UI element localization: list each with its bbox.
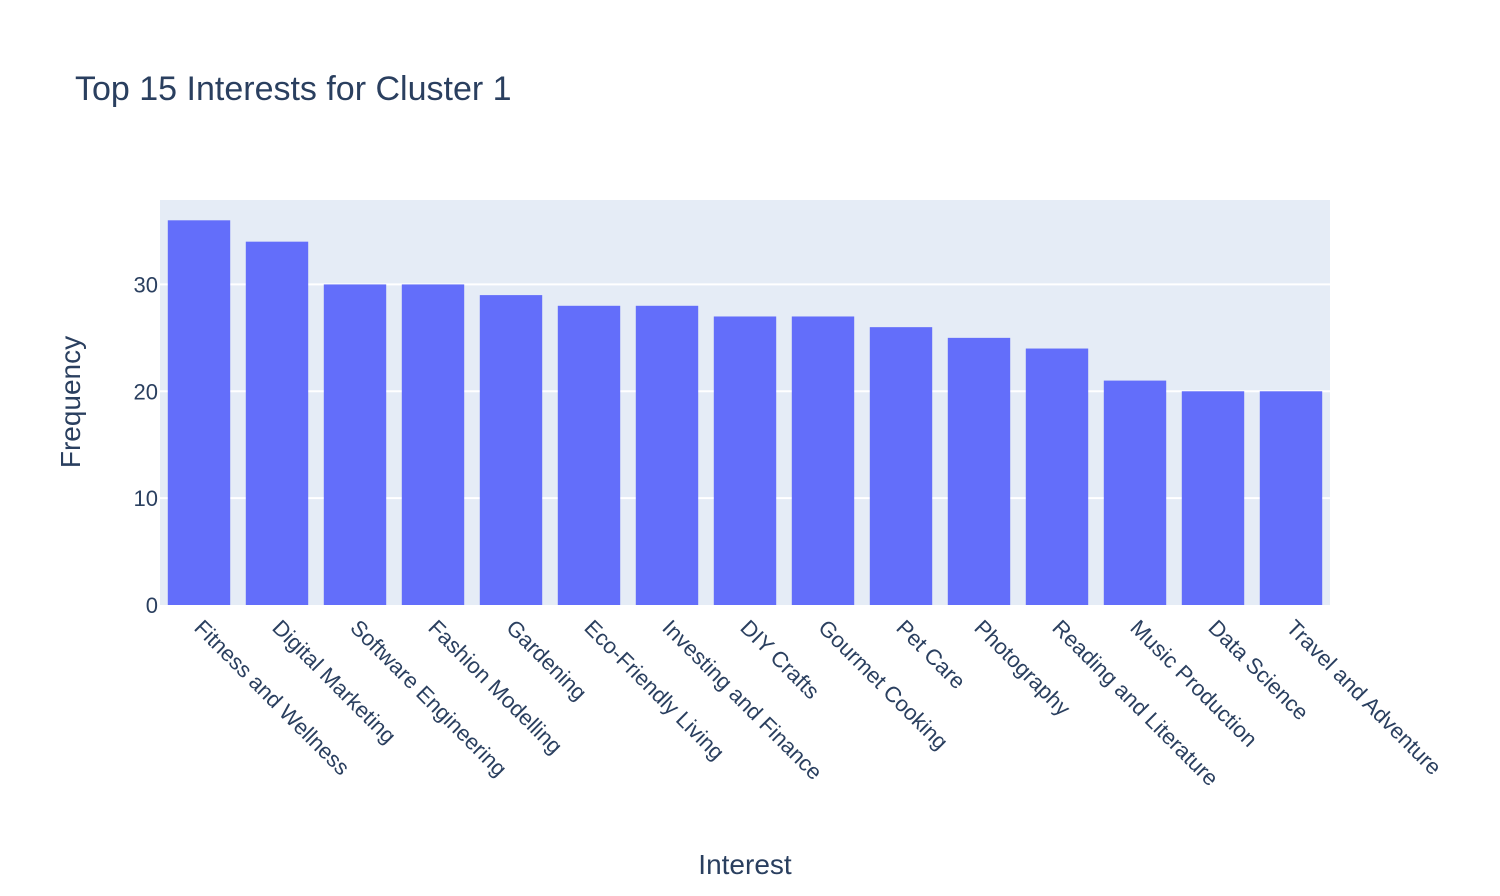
y-tick-label: 20 — [134, 379, 158, 404]
x-tick-label: Fitness and Wellness — [189, 615, 354, 780]
bar[interactable] — [1025, 348, 1089, 605]
bar[interactable] — [167, 220, 231, 605]
bar[interactable] — [479, 295, 543, 605]
bar[interactable] — [947, 337, 1011, 605]
bar[interactable] — [791, 316, 855, 605]
bar[interactable] — [245, 241, 309, 605]
bar[interactable] — [1259, 391, 1323, 605]
y-tick-label: 30 — [134, 272, 158, 297]
x-tick-label: Eco-Friendly Living — [579, 615, 729, 765]
x-tick-label: Travel and Adventure — [1281, 615, 1446, 780]
x-tick-label: Pet Care — [891, 615, 970, 694]
x-axis-title: Interest — [698, 849, 792, 880]
bar[interactable] — [869, 327, 933, 605]
bar[interactable] — [713, 316, 777, 605]
chart-title: Top 15 Interests for Cluster 1 — [75, 70, 512, 108]
x-tick-label: Fashion Modelling — [423, 615, 567, 759]
bar[interactable] — [323, 284, 387, 605]
y-axis-ticks: 0 10 20 30 — [134, 272, 158, 618]
y-axis-title: Frequency — [55, 336, 86, 468]
bar[interactable] — [635, 305, 699, 605]
y-tick-label: 10 — [134, 486, 158, 511]
bar[interactable] — [1103, 380, 1167, 605]
bar[interactable] — [557, 305, 621, 605]
bars — [167, 220, 1323, 605]
x-tick-label: Gourmet Cooking — [813, 615, 953, 755]
y-tick-label: 0 — [146, 593, 158, 618]
x-tick-label: Software Engineering — [345, 615, 511, 781]
bar[interactable] — [401, 284, 465, 605]
bar[interactable] — [1181, 391, 1245, 605]
